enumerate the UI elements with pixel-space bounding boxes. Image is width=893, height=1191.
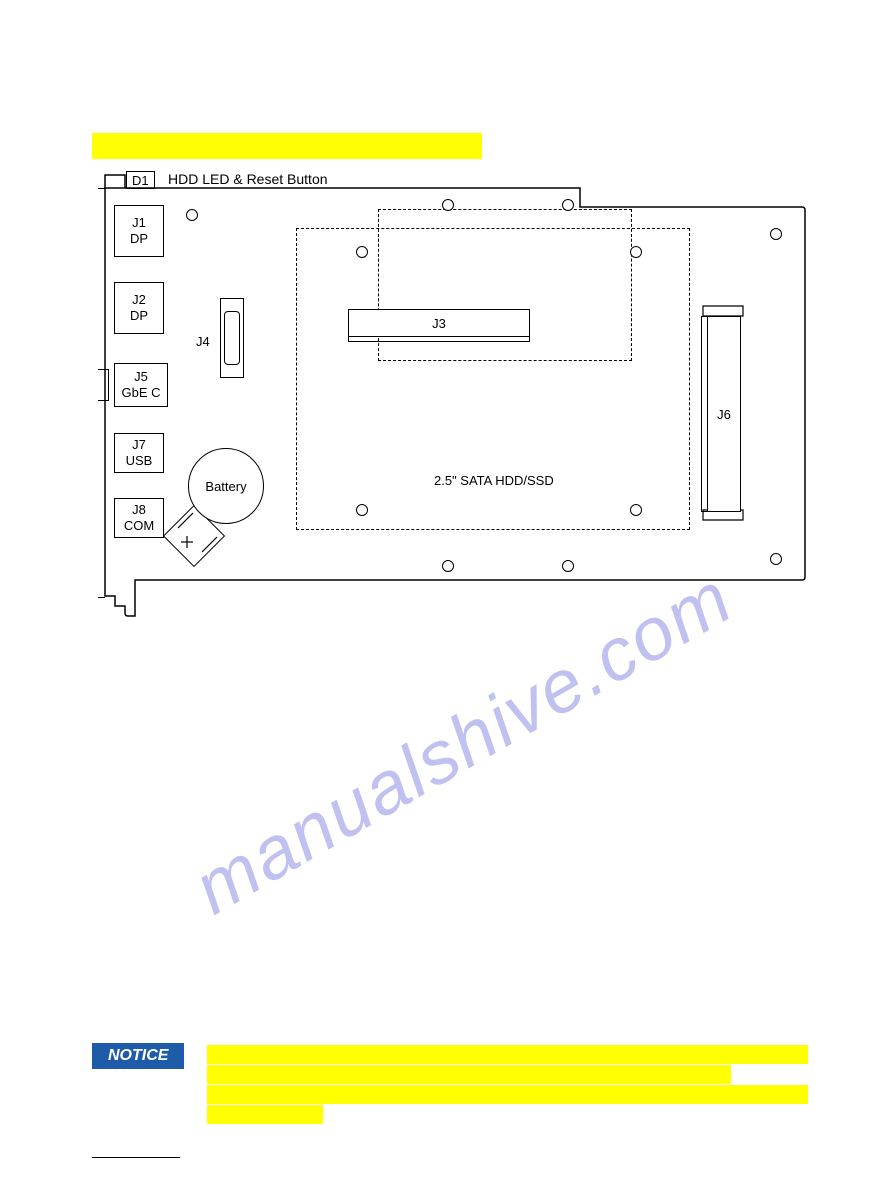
- j5-label2: GbE C: [121, 385, 160, 401]
- j7-label2: USB: [126, 453, 153, 469]
- j1-connector: J1 DP: [114, 205, 164, 257]
- hole-7: [630, 504, 642, 516]
- d1-box: D1: [126, 171, 155, 189]
- j8-label1: J8: [132, 502, 146, 518]
- d1-label: D1: [132, 173, 149, 188]
- footer-line: [92, 1157, 180, 1158]
- j1-label2: DP: [130, 231, 148, 247]
- j6-slot: J6: [707, 316, 741, 512]
- notice-yellow-1: [207, 1045, 808, 1064]
- j5-connector: J5 GbE C: [114, 363, 168, 407]
- hole-2: [442, 199, 454, 211]
- top-yellow-bar: [92, 133, 482, 159]
- notice-yellow-3: [207, 1085, 808, 1104]
- j7-connector: J7 USB: [114, 433, 164, 473]
- battery-label: Battery: [205, 479, 246, 494]
- hdd-led-label: HDD LED & Reset Button: [168, 171, 328, 187]
- board-diagram: D1 HDD LED & Reset Button J1 DP J2 DP J5…: [90, 168, 808, 618]
- j2-connector: J2 DP: [114, 282, 164, 334]
- j6-slot-left: [701, 316, 708, 512]
- hole-8: [442, 560, 454, 572]
- j2-label2: DP: [130, 308, 148, 324]
- sata-label: 2.5" SATA HDD/SSD: [434, 473, 554, 488]
- battery: Battery: [188, 448, 264, 524]
- j5-label1: J5: [134, 369, 148, 385]
- j3-label: J3: [432, 316, 446, 331]
- hole-9: [562, 560, 574, 572]
- j4-label: J4: [196, 334, 210, 349]
- hole-6: [356, 504, 368, 516]
- hole-3: [562, 199, 574, 211]
- hole-10: [770, 228, 782, 240]
- j6-label: J6: [717, 407, 731, 422]
- hole-5: [630, 246, 642, 258]
- notice-yellow-2: [207, 1065, 731, 1084]
- notice-badge: NOTICE: [92, 1043, 184, 1069]
- hole-1: [186, 209, 198, 221]
- notice-yellow-4: [207, 1105, 323, 1124]
- j1-label1: J1: [132, 215, 146, 231]
- j4-slot-inner: [224, 311, 240, 365]
- j7-label1: J7: [132, 437, 146, 453]
- hole-4: [356, 246, 368, 258]
- j5-side-tab: [98, 369, 109, 401]
- j2-label1: J2: [132, 292, 146, 308]
- hole-11: [770, 553, 782, 565]
- j3-slot: J3: [348, 309, 530, 337]
- j3-slot-bottom: [348, 335, 530, 342]
- j8-label2: COM: [124, 518, 154, 534]
- j8-connector: J8 COM: [114, 498, 164, 538]
